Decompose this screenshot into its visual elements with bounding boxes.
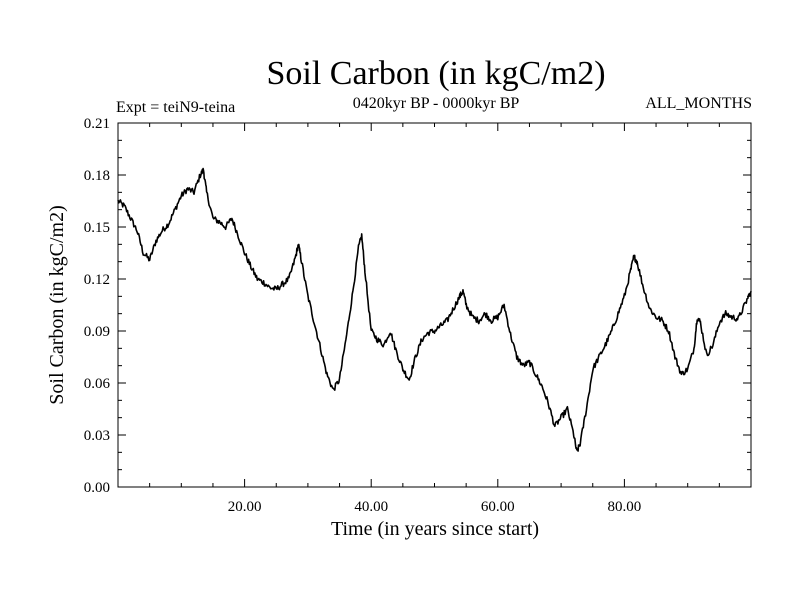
tick-layer: 0.00 0.03 0.06 0.09 0.12 0.15 0.18 0.21 20.00 40.…	[84, 116, 751, 515]
chart-title: Soil Carbon (in kgC/m2)	[266, 55, 605, 92]
y-tick-label: 0.06	[84, 376, 111, 392]
y-tick-label: 0.09	[84, 324, 110, 340]
series-line-soil-carbon	[117, 167, 752, 452]
y-tick-label: 0.18	[84, 168, 110, 184]
x-tick-label: 80.00	[608, 499, 642, 515]
experiment-label: Expt = teiN9-teina	[116, 99, 235, 116]
y-axis-label: Soil Carbon (in kgC/m2)	[46, 205, 68, 404]
time-range-label: 0420kyr BP - 0000kyr BP	[353, 95, 520, 112]
y-tick-label: 0.12	[84, 272, 110, 288]
x-axis-label: Time (in years since start)	[331, 518, 539, 540]
y-tick-label: 0.21	[84, 116, 110, 132]
x-tick-label: 40.00	[354, 499, 388, 515]
y-tick-label: 0.15	[84, 220, 110, 236]
plot-frame	[117, 122, 752, 488]
months-label: ALL_MONTHS	[645, 95, 752, 112]
x-tick-label: 60.00	[481, 499, 515, 515]
x-tick-label: 20.00	[228, 499, 262, 515]
y-tick-label: 0.03	[84, 428, 110, 444]
series-layer	[117, 167, 752, 452]
y-tick-label: 0.00	[84, 480, 110, 496]
